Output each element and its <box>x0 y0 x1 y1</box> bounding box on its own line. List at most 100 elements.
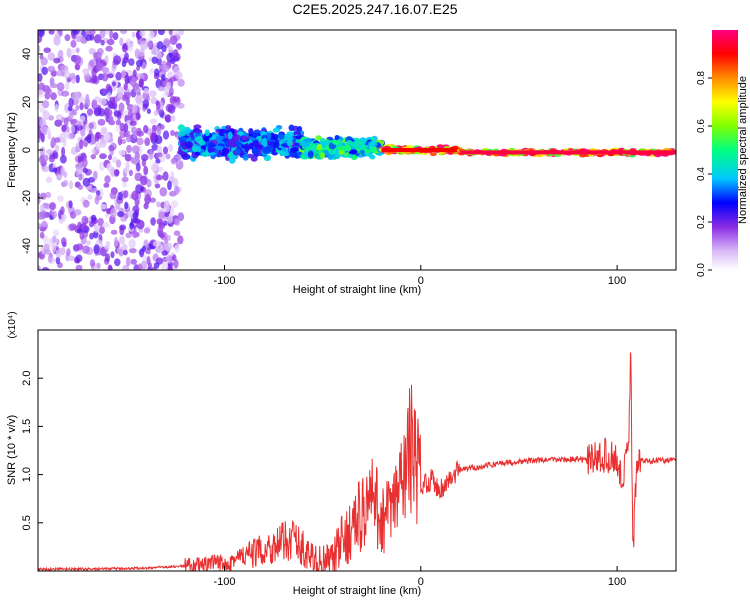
spectrogram-cell <box>150 162 158 172</box>
spectrogram-cell <box>273 140 280 148</box>
spectrogram-cell <box>82 68 90 75</box>
spectrogram-cell <box>173 259 179 269</box>
spectrogram-cell <box>140 260 148 270</box>
spectrogram-cell <box>79 102 84 111</box>
spectrogram-cell <box>111 64 117 72</box>
spectrogram-cell <box>46 126 51 135</box>
spectrogram-cell <box>89 259 96 267</box>
spectrogram-cell <box>105 45 113 52</box>
spectrogram-cell <box>86 240 92 246</box>
spectrogram-cell <box>136 137 144 146</box>
spectrogram-cell <box>56 173 63 180</box>
spectrogram-cell <box>265 145 274 153</box>
snr-panel: -100 0 100 0.5 1.0 1.5 2.0 Height of straight… <box>6 311 677 597</box>
spectrogram-cell <box>71 92 78 100</box>
spectrogram-cell <box>169 76 177 82</box>
spectrogram-cell <box>63 171 68 178</box>
spectrogram-cell <box>38 132 44 139</box>
spectrogram-cell <box>113 236 119 247</box>
spectrogram-cell <box>89 59 96 68</box>
spectrogram-cell <box>145 249 151 255</box>
spectrogram-cell <box>43 235 49 245</box>
spectrogram-cell <box>54 119 63 127</box>
spectrogram-cell <box>50 92 57 101</box>
spectrogram-cell <box>316 144 323 151</box>
spectrogram-cell <box>252 132 259 137</box>
spectrogram-cell <box>66 248 71 256</box>
spectrogram-cell <box>73 55 82 65</box>
spectrogram-cell <box>41 220 47 228</box>
spectrogram-cell <box>126 144 132 154</box>
spectrogram-cell <box>70 40 77 48</box>
spectrogram-cell <box>61 124 67 133</box>
spectrogram-cell <box>58 30 63 37</box>
spectrogram-cell <box>118 235 126 246</box>
spectrogram-cell <box>308 142 316 150</box>
spectrogram-cell <box>99 226 105 235</box>
spectrogram-cell <box>100 203 107 210</box>
spectrogram-cell <box>170 115 176 122</box>
spectrogram-cell <box>56 82 65 92</box>
spectrogram-cell <box>130 258 137 265</box>
spectrogram-cell <box>132 205 140 214</box>
spectrogram-y-label: Frequency (Hz) <box>6 112 18 188</box>
spectrogram-cell <box>149 197 157 203</box>
spectrogram-cell <box>85 93 90 103</box>
spectrogram-cell <box>62 179 69 187</box>
spectrogram-cell <box>61 213 67 222</box>
spectrogram-cell <box>169 86 174 96</box>
spectrogram-cell <box>79 231 85 240</box>
spectrogram-cell <box>113 55 122 65</box>
spectrogram-cell <box>90 154 97 160</box>
spectrogram-cell <box>55 249 62 258</box>
spectrogram-cell <box>429 152 437 157</box>
spectrogram-cell <box>328 149 336 155</box>
spectrogram-cell <box>161 74 166 81</box>
spectrogram-cell <box>278 132 285 140</box>
spectrogram-cell <box>119 122 125 132</box>
spectrogram-cell <box>222 147 230 155</box>
spectrogram-cell <box>161 250 168 256</box>
spectrogram-cell <box>198 139 206 146</box>
spectrogram-cell <box>86 134 92 144</box>
spectrogram-cell <box>140 40 148 50</box>
spectrogram-cell <box>123 83 128 91</box>
spectrogram-cell <box>68 97 74 108</box>
spectrogram-cell <box>178 136 187 143</box>
spectrogram-cell <box>105 108 113 117</box>
spectrogram-cell <box>99 188 104 198</box>
spectrogram-cell <box>139 48 145 57</box>
spectrogram-cell <box>234 148 241 155</box>
spectrogram-cell <box>92 230 99 239</box>
snr-x-tick-label: 100 <box>608 576 626 588</box>
spectrogram-cell <box>167 46 174 53</box>
spectrogram-cell <box>75 264 83 270</box>
spectrogram-cell <box>154 68 160 77</box>
spectrogram-cell <box>272 127 281 133</box>
spectrogram-cell <box>170 158 177 165</box>
spectrogram-cell <box>50 235 58 245</box>
spectrogram-cell <box>119 37 124 46</box>
spectrogram-cell <box>93 51 98 58</box>
spectrogram-cell <box>157 30 165 36</box>
spectrogram-x-ticks: -100 0 100 <box>213 265 626 287</box>
spectrogram-cell <box>99 30 106 39</box>
spectrogram-cell <box>174 185 180 195</box>
spectrogram-cell <box>174 244 180 253</box>
spectrogram-cell <box>151 49 156 55</box>
spectrogram-cell <box>104 212 109 219</box>
spectrogram-cell <box>139 30 146 37</box>
spectrogram-cell <box>78 173 83 181</box>
spectrogram-cell <box>143 227 151 234</box>
spectrogram-cell <box>108 145 115 152</box>
spectrogram-cell <box>104 253 110 263</box>
spectrogram-cell <box>122 249 128 256</box>
spectrogram-cell <box>92 170 98 181</box>
spectrogram-cell <box>90 75 98 84</box>
spectrogram-cell <box>161 63 167 74</box>
spectrogram-cell <box>216 145 224 151</box>
spectrogram-cell <box>171 56 180 62</box>
spectrogram-y-tick-label: 0 <box>21 147 33 153</box>
spectrogram-cell <box>109 96 116 104</box>
spectrogram-cell <box>346 154 353 158</box>
